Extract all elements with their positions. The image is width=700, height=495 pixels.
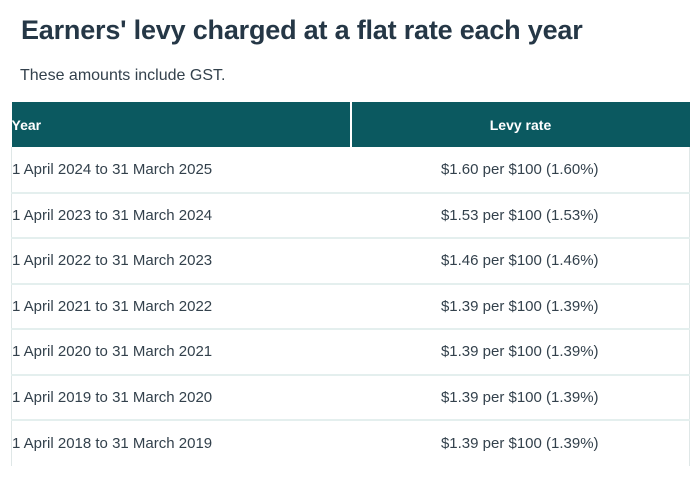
table-row: 1 April 2023 to 31 March 2024 $1.53 per … [11,191,690,238]
page-title: Earners' levy charged at a flat rate eac… [21,15,583,45]
levy-rate-cell: $1.60 per $100 (1.60%) [350,147,690,193]
levy-rate-table: Year Levy rate 1 April 2024 to 31 March … [11,102,690,466]
table-header: Year Levy rate [11,102,690,147]
table-body: 1 April 2024 to 31 March 2025 $1.60 per … [11,147,690,466]
table-row: 1 April 2019 to 31 March 2020 $1.39 per … [11,373,690,420]
year-cell: 1 April 2020 to 31 March 2021 [11,328,351,375]
levy-rate-cell: $1.39 per $100 (1.39%) [350,282,690,329]
table-row: 1 April 2021 to 31 March 2022 $1.39 per … [11,282,690,329]
year-cell: 1 April 2019 to 31 March 2020 [11,373,351,420]
table-row: 1 April 2022 to 31 March 2023 $1.46 per … [11,237,690,284]
year-cell: 1 April 2021 to 31 March 2022 [11,282,351,329]
levy-rate-cell: $1.39 per $100 (1.39%) [350,373,690,420]
subtitle: These amounts include GST. [20,67,226,84]
column-header-year: Year [11,102,352,147]
levy-rate-cell: $1.53 per $100 (1.53%) [350,191,690,238]
table-header-row: Year Levy rate [11,102,690,147]
table-row: 1 April 2018 to 31 March 2019 $1.39 per … [11,419,690,466]
column-header-levy-rate: Levy rate [350,102,690,147]
levy-rate-cell: $1.39 per $100 (1.39%) [350,328,690,375]
levy-rate-cell: $1.46 per $100 (1.46%) [350,237,690,284]
table-row: 1 April 2020 to 31 March 2021 $1.39 per … [11,328,690,375]
year-cell: 1 April 2018 to 31 March 2019 [11,419,351,466]
year-cell: 1 April 2022 to 31 March 2023 [11,237,351,284]
table-row: 1 April 2024 to 31 March 2025 $1.60 per … [11,147,690,193]
year-cell: 1 April 2024 to 31 March 2025 [11,147,351,193]
year-cell: 1 April 2023 to 31 March 2024 [11,191,351,238]
levy-rate-cell: $1.39 per $100 (1.39%) [350,419,690,466]
